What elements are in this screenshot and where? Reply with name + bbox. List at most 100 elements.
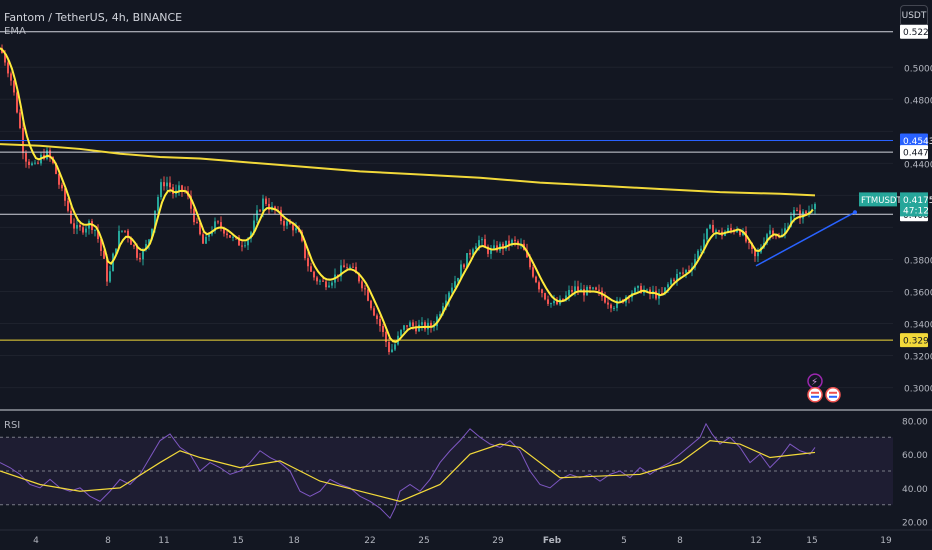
candle [382,323,384,337]
candle [772,227,774,239]
candle [379,315,381,332]
indicator-label-rsi[interactable]: RSI [4,420,21,431]
time-tick-label: 5 [621,536,627,546]
candle [67,197,69,213]
candle-body [115,248,117,254]
candle [319,279,321,286]
candle [283,218,285,231]
candle-body [214,221,216,232]
candle-body [241,245,243,247]
candle-body [565,295,567,301]
candle [37,160,39,165]
candle-body [661,292,663,294]
candle-body [109,271,111,282]
candle-body [322,280,324,282]
candle-body [445,300,447,307]
candle [580,282,582,291]
candle-body [244,245,246,247]
candle-body [748,241,750,244]
candle [325,278,327,291]
candle [331,280,333,289]
candle-body [325,281,327,288]
candle-body [667,284,669,288]
candle-body [283,220,285,226]
candle-body [238,237,240,246]
candle [178,181,180,196]
candle-body [640,285,642,293]
candle [391,343,393,353]
candle-body [268,203,270,210]
candle-body [508,240,510,245]
candle-body [205,236,207,244]
candle [220,216,222,232]
candle [310,262,312,273]
candle-body [532,267,534,277]
level-tag-bg [900,145,928,160]
time-tick-label: 25 [418,536,429,546]
candle-body [355,266,357,274]
candle [484,234,486,247]
candle-body [796,210,798,212]
candle-body [352,266,354,268]
candle-body [73,223,75,229]
candle-body [55,162,57,174]
candle [214,217,216,234]
candle-body [127,230,129,238]
level-price-tag: 0.4543 [900,133,932,148]
candle [553,294,555,306]
candle [103,249,105,259]
candle-body [454,281,456,288]
candle-body [319,280,321,282]
candle-body [487,246,489,254]
candle [613,305,615,312]
candle-body [463,264,465,268]
candle-body [466,253,468,268]
candle [229,234,231,238]
candle [280,206,282,225]
candle [82,225,84,235]
candle [397,331,399,346]
level-tag-text: 0.3296 [903,337,932,347]
candle-body [328,285,330,288]
candle-body [97,229,99,240]
rsi-tick-label: 40.00 [902,485,928,495]
candle-body [79,225,81,228]
candle-body [577,286,579,291]
candle-body [61,184,63,189]
candle-body [688,270,690,272]
candle-body [208,234,210,237]
candle-body [28,161,30,166]
lightning-glyph: ⚡ [811,377,818,388]
candle-body [766,234,768,243]
candle-body [460,264,462,278]
candle-body [613,307,615,309]
candle [385,330,387,348]
candle-body [790,216,792,227]
candle-body [31,163,33,166]
candle-body [310,266,312,272]
candle [409,320,411,327]
candle [607,297,609,309]
symbol-tag: FTMUSDT [859,192,902,207]
candle-body [130,237,132,245]
candle-body [121,230,123,232]
candle [109,265,111,284]
candle-body [472,249,474,255]
candle [700,245,702,254]
candle-body [526,250,528,258]
candle [28,158,30,169]
level-tag-text: 0.4543 [903,137,932,147]
candle [598,284,600,296]
candle [76,219,78,235]
candle [190,190,192,214]
candle-body [232,236,234,238]
candle-body [736,230,738,233]
candle-body [49,150,51,158]
candle [421,317,423,331]
candle-body [193,208,195,223]
candle-body [262,198,264,212]
